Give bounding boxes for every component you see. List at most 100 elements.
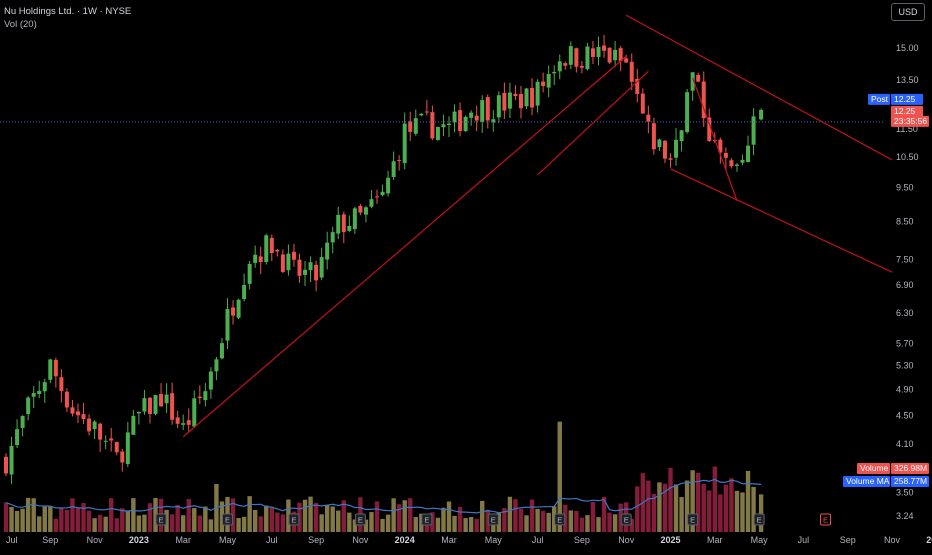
volume-bar: [540, 510, 546, 532]
candle-body: [596, 46, 601, 57]
candle-body: [585, 46, 590, 70]
candle-body: [37, 390, 42, 395]
candle-body: [435, 127, 440, 141]
y-tick-label: 13.50: [896, 75, 919, 85]
volume-bar: [236, 517, 241, 532]
volume-bar: [380, 518, 385, 532]
post-tag: Post: [871, 94, 889, 104]
trendline: [625, 14, 893, 161]
volume-bar: [164, 509, 169, 532]
candle-body: [231, 307, 236, 316]
candle-body: [568, 46, 573, 65]
volume-bar: [435, 517, 441, 532]
volume-bar: [20, 508, 25, 532]
volume-bar: [601, 496, 607, 532]
post-tag-bg: [868, 93, 890, 105]
candle-body: [291, 251, 296, 260]
volume-bar: [114, 518, 119, 532]
volume-bar: [324, 504, 330, 532]
volume-bar: [64, 509, 70, 532]
volume-bar: [579, 517, 585, 532]
candle-body: [53, 359, 58, 377]
candle-body: [70, 407, 75, 414]
volume-bar: [208, 519, 214, 532]
candle-body: [103, 440, 108, 442]
volume-bar: [374, 501, 380, 532]
volume-ma-tag-bg: [843, 476, 890, 487]
volume-bar: [684, 480, 690, 532]
volume-bar: [336, 510, 341, 532]
candle-body: [463, 116, 468, 132]
candle-body: [546, 73, 551, 88]
volume-bar: [668, 468, 673, 532]
candle-body: [275, 250, 280, 252]
candle-body: [518, 93, 523, 109]
candle-body: [530, 87, 535, 108]
volume-bar: [596, 517, 601, 532]
volume-indicator-legend[interactable]: Vol (20): [4, 19, 37, 30]
volume-bar: [14, 511, 20, 532]
volume-bar: [70, 498, 75, 532]
volume-bar: [629, 518, 634, 532]
earnings-marker-label: E: [690, 516, 695, 525]
earnings-marker: [288, 513, 300, 526]
candle-body: [363, 207, 368, 215]
x-tick-label: May: [751, 535, 769, 545]
volume-bar: [59, 507, 64, 532]
candle-body: [131, 415, 136, 435]
y-tick-label: 4.50: [896, 411, 914, 421]
volume-ma-value: 258.77M: [894, 476, 927, 486]
candle-body: [734, 164, 739, 166]
candle-body: [159, 393, 164, 407]
candle-body: [679, 130, 684, 142]
candle-body: [668, 158, 673, 160]
volume-bar: [252, 510, 258, 532]
candle-body: [563, 63, 568, 66]
candle-body: [147, 397, 152, 414]
volume-bar: [109, 498, 114, 532]
candle-body: [452, 111, 457, 123]
candle-body: [314, 264, 319, 281]
volume-bar: [430, 512, 435, 532]
volume-bar: [673, 484, 679, 532]
candle-body: [286, 253, 291, 271]
candle-body: [607, 47, 612, 63]
volume-bar: [42, 506, 47, 532]
candle-body: [602, 45, 607, 51]
symbol-legend[interactable]: Nu Holdings Ltd. · 1W · NYSE: [4, 6, 132, 17]
y-tick-label: 7.50: [896, 255, 914, 265]
candle-body: [723, 152, 728, 158]
candle-body: [397, 160, 402, 162]
volume-bar: [352, 519, 358, 532]
candle-body: [657, 139, 662, 148]
volume-value-bg: [891, 463, 929, 474]
candle-body: [164, 394, 169, 404]
candle-body: [175, 417, 180, 424]
volume-bar: [75, 507, 81, 532]
candle-body: [496, 95, 501, 118]
volume-bar: [402, 500, 407, 532]
volume-bar: [203, 506, 208, 532]
candle-body: [75, 411, 80, 416]
x-tick-label: Nov: [87, 535, 104, 545]
candle-body: [574, 48, 579, 67]
candle-body: [31, 393, 36, 397]
volume-bar: [723, 484, 729, 532]
candle-body: [352, 208, 357, 230]
candle-body: [624, 58, 629, 63]
volume-bar: [153, 497, 158, 532]
volume-bar: [142, 514, 147, 532]
volume-bar: [590, 501, 596, 532]
candle-body: [170, 393, 175, 420]
earnings-marker-label: E: [491, 516, 496, 525]
countdown-label: 23:35:56: [894, 116, 927, 126]
currency-selector[interactable]: USD: [891, 3, 925, 21]
candle-body: [662, 140, 667, 159]
volume-bar: [25, 497, 31, 532]
candle-body: [192, 398, 197, 427]
y-tick-label: 4.10: [896, 439, 914, 449]
volume-ma-tag: Volume MA: [846, 476, 890, 486]
candle-body: [208, 371, 213, 390]
